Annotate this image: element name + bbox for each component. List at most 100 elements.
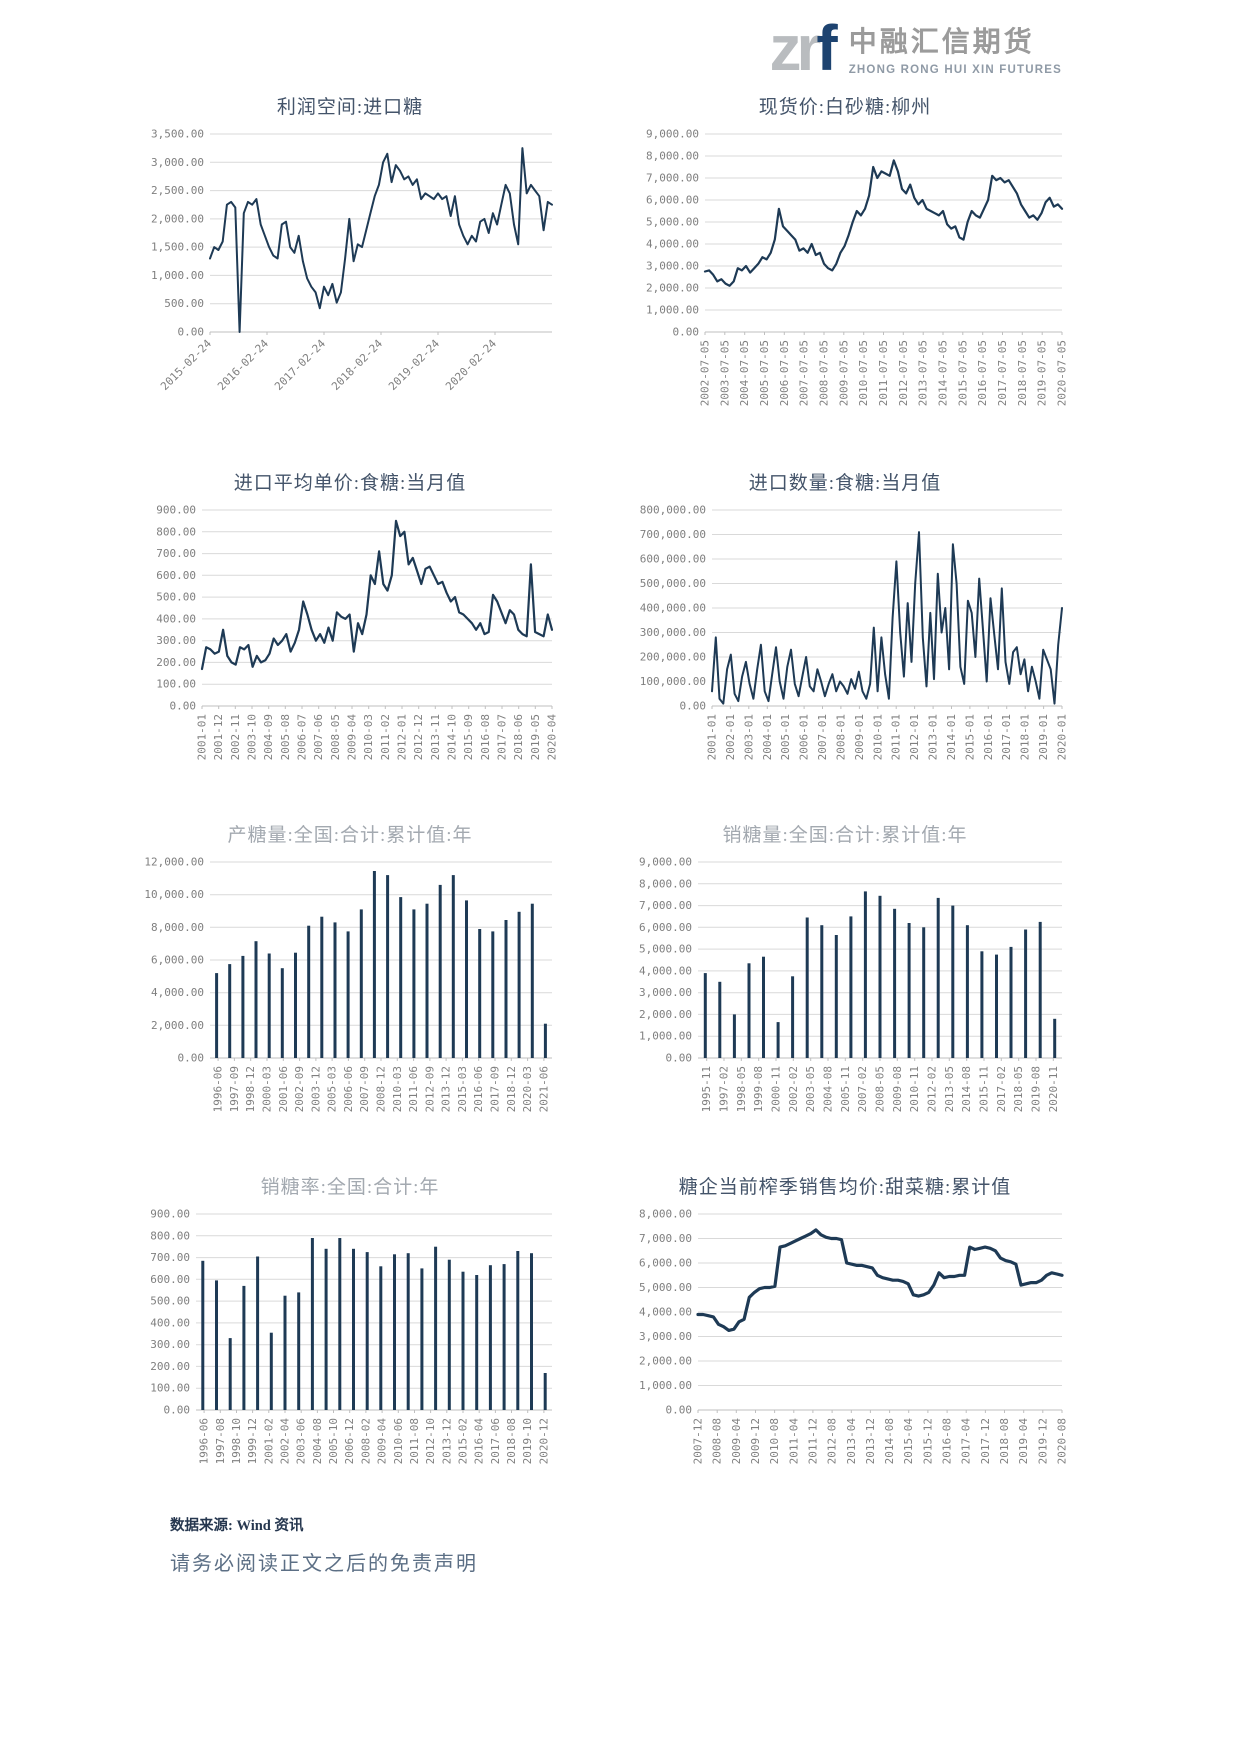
svg-text:2,000.00: 2,000.00: [639, 1008, 692, 1021]
svg-text:800.00: 800.00: [150, 1229, 190, 1242]
svg-text:0.00: 0.00: [666, 1052, 693, 1065]
svg-text:4,000.00: 4,000.00: [646, 238, 699, 251]
svg-text:2002-02: 2002-02: [787, 1066, 800, 1112]
svg-text:600,000.00: 600,000.00: [640, 553, 706, 566]
chart-import-quantity: 进口数量:食糖:当月值 0.00 100,000.00 200,000.00 300,…: [620, 468, 1070, 770]
logo-company-name-cn: 中融汇信期货: [848, 26, 1035, 57]
svg-text:400,000.00: 400,000.00: [640, 602, 706, 615]
svg-text:2012-08: 2012-08: [826, 1418, 839, 1464]
svg-text:2015-11: 2015-11: [978, 1066, 991, 1112]
svg-text:1,000.00: 1,000.00: [151, 269, 204, 282]
svg-text:2020-01: 2020-01: [1056, 714, 1069, 760]
svg-text:2015-03: 2015-03: [456, 1066, 469, 1112]
svg-text:2010-01: 2010-01: [871, 714, 884, 760]
svg-text:2004-08: 2004-08: [822, 1066, 835, 1112]
svg-text:2000-03: 2000-03: [261, 1066, 274, 1112]
svg-text:2006-06: 2006-06: [342, 1066, 355, 1112]
svg-text:2004-08: 2004-08: [311, 1418, 324, 1464]
svg-text:2020-11: 2020-11: [1047, 1066, 1060, 1112]
chart-title: 利润空间:进口糖: [276, 97, 424, 118]
svg-text:2017-07: 2017-07: [496, 714, 509, 760]
svg-text:2007-12: 2007-12: [692, 1418, 705, 1464]
svg-text:2,000.00: 2,000.00: [151, 1019, 204, 1032]
svg-text:2010-06: 2010-06: [392, 1418, 405, 1464]
svg-text:1,000.00: 1,000.00: [646, 304, 699, 317]
svg-text:2020-03: 2020-03: [521, 1066, 534, 1112]
svg-text:2003-07-05: 2003-07-05: [718, 340, 731, 406]
svg-text:0.00: 0.00: [178, 326, 205, 339]
svg-text:2,000.00: 2,000.00: [151, 212, 204, 225]
svg-text:2001-01: 2001-01: [706, 714, 719, 760]
svg-text:500.00: 500.00: [164, 297, 204, 310]
svg-text:2007-01: 2007-01: [816, 714, 829, 760]
svg-text:100,000.00: 100,000.00: [640, 675, 706, 688]
svg-text:300.00: 300.00: [156, 634, 196, 647]
svg-text:2002-09: 2002-09: [293, 1066, 306, 1112]
svg-text:2017-12: 2017-12: [979, 1418, 992, 1464]
svg-text:2006-07-05: 2006-07-05: [778, 340, 791, 406]
svg-text:200.00: 200.00: [150, 1360, 190, 1373]
svg-text:700.00: 700.00: [150, 1251, 190, 1264]
svg-text:2010-03: 2010-03: [391, 1066, 404, 1112]
svg-text:2012-01: 2012-01: [908, 714, 921, 760]
chart-canvas: 0.00 1,000.00 2,000.00 3,000.00 4,000.00 5,00…: [620, 1202, 1070, 1474]
svg-text:10,000.00: 10,000.00: [144, 888, 204, 901]
svg-text:1999-12: 1999-12: [246, 1418, 259, 1464]
svg-text:300,000.00: 300,000.00: [640, 626, 706, 639]
svg-text:2003-06: 2003-06: [295, 1418, 308, 1464]
svg-text:2011-08: 2011-08: [408, 1418, 421, 1464]
svg-text:1,000.00: 1,000.00: [639, 1379, 692, 1392]
svg-text:2008-07-05: 2008-07-05: [818, 340, 831, 406]
svg-text:6,000.00: 6,000.00: [639, 921, 692, 934]
svg-text:2016-06: 2016-06: [472, 1066, 485, 1112]
svg-text:2018-12: 2018-12: [505, 1066, 518, 1112]
svg-text:2011-01: 2011-01: [890, 714, 903, 760]
svg-text:1997-09: 1997-09: [228, 1066, 241, 1112]
svg-text:2006-12: 2006-12: [343, 1418, 356, 1464]
svg-text:4,000.00: 4,000.00: [639, 1306, 692, 1319]
svg-text:400.00: 400.00: [156, 612, 196, 625]
chart-beet-sugar-avg-sales-price: 糖企当前榨季销售均价:甜菜糖:累计值 0.00 1,000.00 2,000.00 3…: [620, 1172, 1070, 1474]
svg-text:2009-07-05: 2009-07-05: [837, 340, 850, 406]
svg-text:2015-02-24: 2015-02-24: [158, 337, 214, 393]
svg-text:2020-02-24: 2020-02-24: [443, 337, 499, 393]
chart-sugar-sales-cumulative: 销糖量:全国:合计:累计值:年 0.00 1,000.00 2,000.00 3,00…: [620, 820, 1070, 1122]
svg-text:2008-05: 2008-05: [329, 714, 342, 760]
svg-text:900.00: 900.00: [156, 504, 196, 517]
svg-text:1999-08: 1999-08: [752, 1066, 765, 1112]
svg-text:2001-02: 2001-02: [262, 1418, 275, 1464]
svg-text:2017-02-24: 2017-02-24: [272, 337, 328, 393]
svg-text:2005-01: 2005-01: [779, 714, 792, 760]
svg-text:2008-02: 2008-02: [359, 1418, 372, 1464]
svg-text:2014-10: 2014-10: [446, 714, 459, 760]
svg-text:2018-08: 2018-08: [998, 1418, 1011, 1464]
svg-text:2002-04: 2002-04: [279, 1418, 292, 1465]
chart-canvas: 0.00 2,000.00 4,000.00 6,000.00 8,000.00 10,0…: [140, 850, 560, 1122]
svg-text:200.00: 200.00: [156, 656, 196, 669]
chart-sugar-sales-rate: 销糖率:全国:合计:年 0.00 100.00 200.00 300.00 400.00…: [140, 1172, 560, 1474]
svg-text:2008-01: 2008-01: [834, 714, 847, 760]
svg-text:9,000.00: 9,000.00: [646, 128, 699, 141]
svg-text:1997-08: 1997-08: [214, 1418, 227, 1464]
svg-text:3,000.00: 3,000.00: [639, 986, 692, 999]
svg-text:0.00: 0.00: [178, 1052, 205, 1065]
svg-text:2015-09: 2015-09: [462, 714, 475, 760]
svg-text:7,000.00: 7,000.00: [639, 1232, 692, 1245]
svg-text:2013-07-05: 2013-07-05: [917, 340, 930, 406]
svg-text:2008-08: 2008-08: [711, 1418, 724, 1464]
svg-text:900.00: 900.00: [150, 1208, 190, 1221]
svg-text:1996-06: 1996-06: [198, 1418, 211, 1464]
svg-text:2019-01: 2019-01: [1037, 714, 1050, 760]
svg-text:2005-08: 2005-08: [279, 714, 292, 760]
svg-text:1998-10: 1998-10: [230, 1418, 243, 1464]
svg-text:7,000.00: 7,000.00: [646, 172, 699, 185]
svg-text:2015-01: 2015-01: [963, 714, 976, 760]
svg-text:2013-12: 2013-12: [440, 1066, 453, 1112]
svg-text:2009-04: 2009-04: [376, 1418, 389, 1465]
svg-text:2009-04: 2009-04: [346, 714, 359, 761]
svg-text:2015-07-05: 2015-07-05: [956, 340, 969, 406]
svg-text:2001-06: 2001-06: [277, 1066, 290, 1112]
svg-text:800,000.00: 800,000.00: [640, 504, 706, 517]
svg-text:2018-07-05: 2018-07-05: [1016, 340, 1029, 406]
svg-text:2009-01: 2009-01: [853, 714, 866, 760]
